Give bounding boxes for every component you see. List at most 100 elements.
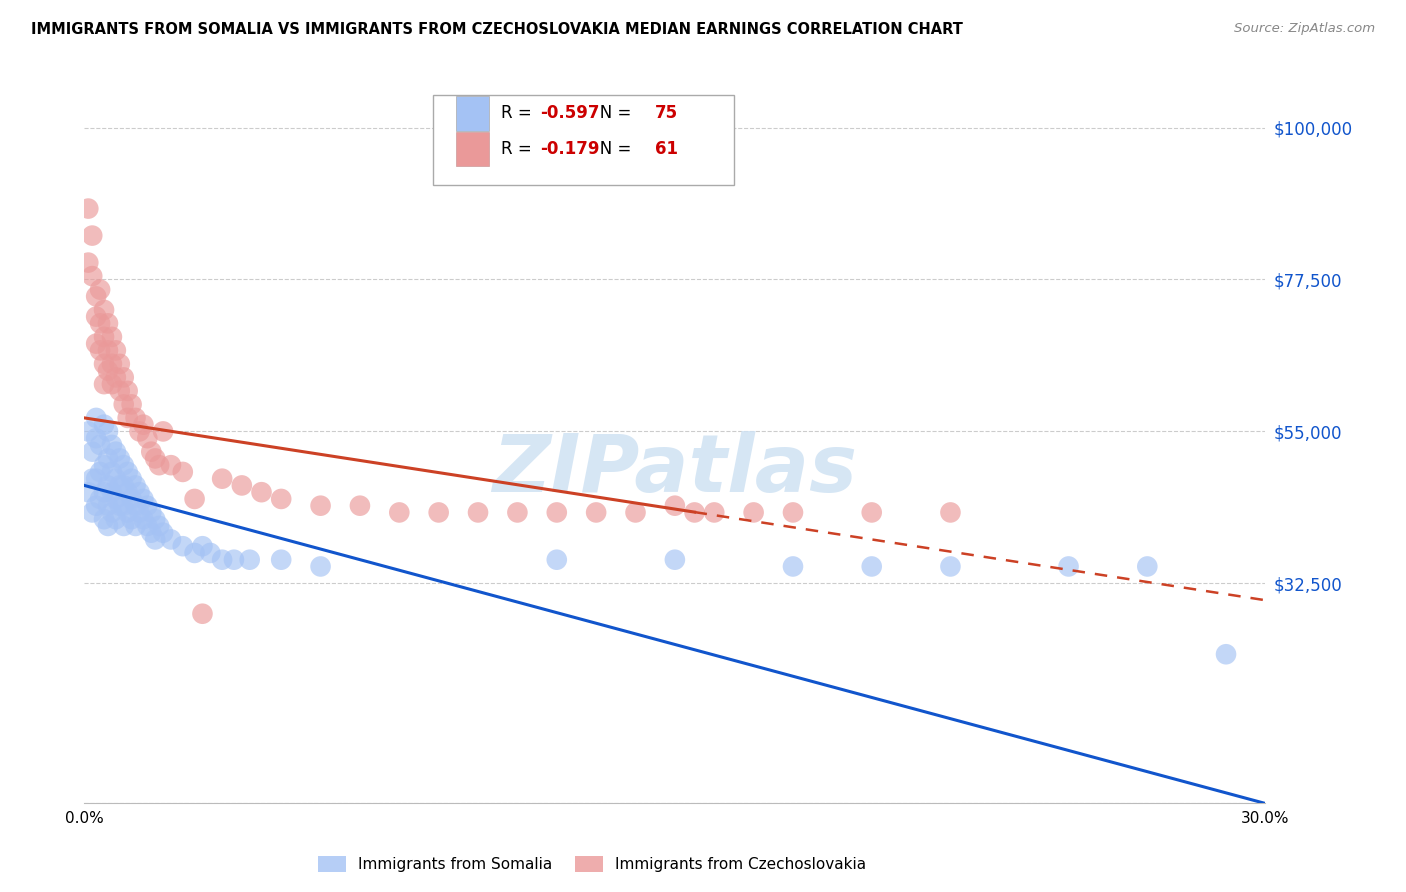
Point	[108, 384, 131, 398]
Point	[191, 539, 214, 553]
Point	[101, 377, 124, 392]
Point	[104, 370, 127, 384]
Point	[141, 525, 163, 540]
Point	[101, 438, 124, 452]
Point	[97, 364, 120, 378]
Text: 61: 61	[655, 140, 678, 158]
Point	[183, 546, 205, 560]
Point	[664, 552, 686, 566]
Point	[104, 491, 127, 506]
Point	[89, 491, 111, 506]
Point	[148, 519, 170, 533]
Point	[89, 283, 111, 297]
Point	[93, 485, 115, 500]
Point	[124, 519, 146, 533]
Point	[84, 336, 107, 351]
FancyBboxPatch shape	[457, 96, 489, 131]
Point	[112, 499, 135, 513]
Point	[742, 505, 765, 519]
Point	[93, 357, 115, 371]
Point	[82, 472, 104, 486]
Point	[143, 451, 166, 466]
Text: IMMIGRANTS FROM SOMALIA VS IMMIGRANTS FROM CZECHOSLOVAKIA MEDIAN EARNINGS CORREL: IMMIGRANTS FROM SOMALIA VS IMMIGRANTS FR…	[31, 22, 963, 37]
Point	[211, 472, 233, 486]
Point	[143, 512, 166, 526]
Point	[128, 505, 150, 519]
Text: -0.597: -0.597	[540, 104, 600, 122]
Point	[89, 317, 111, 331]
Point	[152, 525, 174, 540]
Point	[112, 397, 135, 411]
Point	[121, 512, 143, 526]
Point	[84, 411, 107, 425]
Point	[467, 505, 489, 519]
Point	[860, 505, 883, 519]
Point	[97, 317, 120, 331]
Point	[585, 505, 607, 519]
Point	[152, 425, 174, 439]
Point	[101, 485, 124, 500]
Point	[84, 289, 107, 303]
Point	[141, 505, 163, 519]
Point	[82, 269, 104, 284]
Point	[132, 491, 155, 506]
Point	[172, 539, 194, 553]
Point	[97, 343, 120, 358]
Point	[108, 451, 131, 466]
Point	[112, 478, 135, 492]
Point	[93, 458, 115, 472]
Point	[124, 478, 146, 492]
Point	[782, 505, 804, 519]
Point	[136, 519, 159, 533]
Point	[231, 478, 253, 492]
Point	[121, 397, 143, 411]
Point	[101, 357, 124, 371]
Point	[939, 505, 962, 519]
Point	[132, 512, 155, 526]
Point	[93, 417, 115, 432]
Point	[104, 444, 127, 458]
Point	[97, 425, 120, 439]
Point	[172, 465, 194, 479]
Point	[108, 499, 131, 513]
Point	[309, 559, 332, 574]
Point	[117, 411, 139, 425]
Point	[191, 607, 214, 621]
Text: N =: N =	[583, 140, 637, 158]
Point	[101, 505, 124, 519]
Point	[77, 202, 100, 216]
Point	[93, 302, 115, 317]
Point	[82, 444, 104, 458]
Point	[97, 478, 120, 492]
Point	[77, 425, 100, 439]
Point	[143, 533, 166, 547]
Point	[84, 431, 107, 445]
Point	[1057, 559, 1080, 574]
Point	[546, 505, 568, 519]
Point	[136, 431, 159, 445]
Point	[250, 485, 273, 500]
Point	[128, 425, 150, 439]
Point	[388, 505, 411, 519]
Point	[84, 310, 107, 324]
Text: Source: ZipAtlas.com: Source: ZipAtlas.com	[1234, 22, 1375, 36]
Point	[108, 478, 131, 492]
Text: R =: R =	[502, 104, 537, 122]
Point	[270, 552, 292, 566]
Point	[124, 411, 146, 425]
Point	[128, 485, 150, 500]
Point	[104, 512, 127, 526]
Point	[782, 559, 804, 574]
Text: ZIPatlas: ZIPatlas	[492, 432, 858, 509]
Point	[97, 499, 120, 513]
Point	[860, 559, 883, 574]
Point	[97, 519, 120, 533]
Point	[104, 343, 127, 358]
FancyBboxPatch shape	[433, 95, 734, 185]
Point	[82, 505, 104, 519]
Point	[683, 505, 706, 519]
Point	[121, 472, 143, 486]
Text: -0.179: -0.179	[540, 140, 600, 158]
Point	[97, 451, 120, 466]
Point	[183, 491, 205, 506]
